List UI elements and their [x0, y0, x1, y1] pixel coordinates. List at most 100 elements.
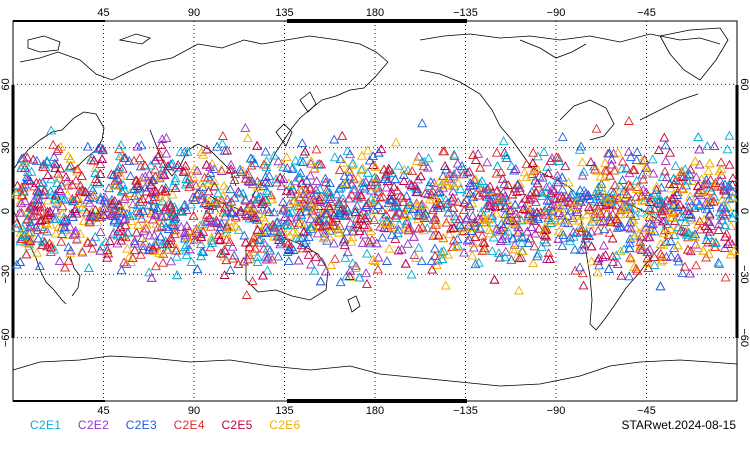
observation-marker — [45, 186, 56, 196]
observation-marker — [513, 227, 524, 237]
observation-marker — [248, 154, 259, 164]
observation-marker — [552, 200, 563, 210]
observation-marker — [209, 164, 220, 174]
observation-marker — [25, 236, 36, 246]
observation-marker — [211, 198, 222, 208]
observation-marker — [449, 181, 460, 191]
observation-marker — [201, 215, 212, 225]
observation-marker — [308, 221, 319, 231]
observation-marker — [262, 243, 273, 253]
observation-marker — [197, 188, 208, 198]
observation-marker — [665, 224, 676, 233]
observation-marker — [158, 217, 168, 227]
observation-marker — [483, 214, 494, 224]
observation-marker — [145, 160, 156, 170]
observation-marker — [276, 237, 287, 247]
observation-marker — [368, 159, 379, 169]
observation-marker — [382, 166, 393, 176]
observation-marker — [37, 235, 48, 245]
observation-marker — [110, 202, 121, 212]
observation-marker — [312, 159, 323, 169]
observation-marker — [727, 186, 738, 196]
observation-marker — [146, 208, 157, 218]
observation-marker — [467, 210, 478, 220]
observation-marker — [438, 146, 449, 156]
observation-marker — [222, 205, 232, 215]
observation-marker — [361, 200, 372, 210]
observation-marker — [506, 254, 517, 264]
observation-marker — [170, 183, 181, 193]
observation-marker — [619, 244, 629, 254]
observation-marker — [394, 207, 405, 217]
observation-marker — [357, 237, 368, 247]
observation-marker — [207, 237, 218, 247]
observation-marker — [291, 228, 302, 238]
observation-marker — [675, 199, 685, 209]
observation-marker — [31, 155, 42, 165]
observation-marker — [258, 181, 269, 190]
observation-marker — [625, 208, 636, 218]
observation-marker — [211, 215, 222, 225]
observation-marker — [418, 210, 429, 220]
graticule — [13, 21, 737, 401]
observation-marker — [292, 211, 303, 221]
observation-marker — [377, 232, 388, 242]
observation-marker — [67, 179, 78, 189]
observation-marker — [612, 147, 623, 157]
observation-marker — [124, 210, 135, 220]
observation-marker — [99, 195, 110, 205]
observation-marker — [252, 140, 263, 150]
observation-marker — [672, 240, 683, 250]
observation-marker — [693, 131, 704, 141]
observation-marker — [578, 244, 588, 254]
observation-marker — [238, 188, 248, 198]
observation-marker — [281, 152, 292, 162]
observation-marker — [330, 213, 341, 223]
observation-marker — [90, 168, 101, 178]
observation-marker — [198, 149, 209, 159]
observation-marker — [172, 270, 183, 280]
observation-marker — [275, 231, 286, 241]
observation-marker — [475, 178, 486, 188]
observation-marker — [150, 261, 161, 271]
observation-marker — [314, 158, 325, 168]
observation-marker — [179, 233, 190, 243]
observation-marker — [406, 179, 417, 189]
observation-marker — [298, 157, 308, 167]
observation-marker — [529, 241, 540, 251]
observation-marker — [90, 231, 101, 241]
observation-marker — [252, 193, 263, 203]
observation-marker — [171, 243, 182, 253]
observation-marker — [586, 256, 597, 266]
observation-marker — [710, 177, 721, 187]
observation-marker — [510, 163, 521, 173]
observation-marker — [272, 231, 283, 241]
observation-marker — [81, 207, 92, 217]
observation-marker — [326, 259, 337, 269]
observation-marker — [430, 212, 441, 222]
observation-marker — [278, 205, 289, 215]
observation-marker — [242, 211, 253, 221]
observation-marker — [35, 215, 46, 225]
observation-marker — [545, 217, 556, 227]
observation-marker — [453, 177, 463, 187]
observation-marker — [358, 181, 369, 191]
observation-marker — [138, 206, 148, 216]
top-lon-tick-label: 135 — [275, 7, 293, 19]
observation-marker — [347, 158, 358, 168]
observation-marker — [642, 162, 652, 172]
observation-marker — [219, 227, 230, 237]
observation-marker — [68, 195, 79, 205]
observation-marker — [271, 177, 282, 187]
observation-marker — [533, 248, 543, 258]
observation-marker — [526, 222, 537, 232]
observation-marker — [648, 218, 659, 228]
observation-marker — [160, 192, 171, 202]
observation-marker — [74, 198, 85, 208]
observation-marker — [209, 181, 220, 191]
observation-marker — [256, 225, 267, 235]
bottom-lon-tick-label: 45 — [97, 405, 109, 417]
observation-marker — [165, 239, 176, 249]
observation-marker — [668, 199, 679, 209]
observation-marker — [461, 187, 472, 197]
